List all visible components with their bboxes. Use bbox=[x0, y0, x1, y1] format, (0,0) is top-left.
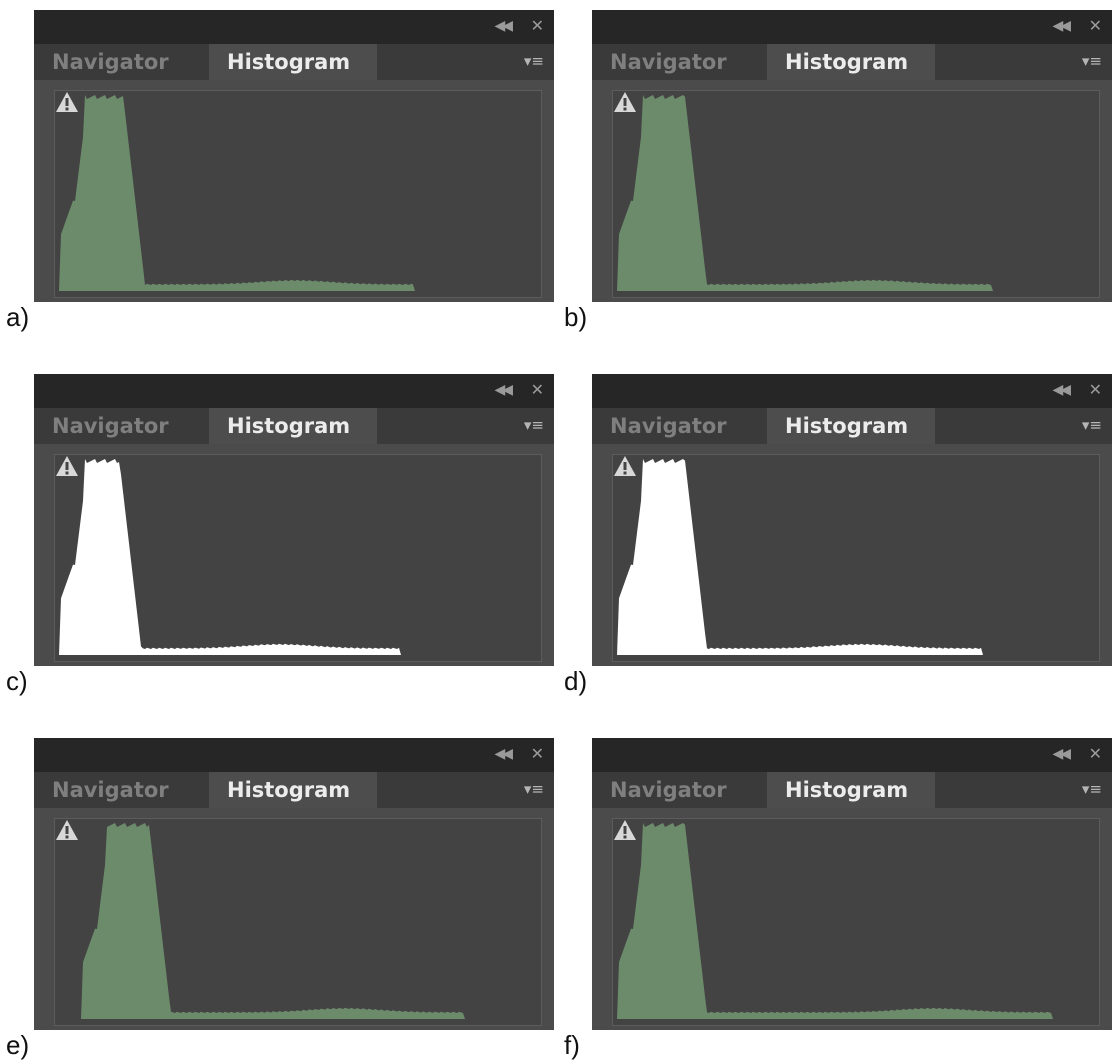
tab-histogram[interactable]: Histogram bbox=[209, 44, 377, 80]
tab-navigator[interactable]: Navigator bbox=[592, 772, 767, 808]
histogram-curve bbox=[613, 95, 1099, 291]
histogram-curve bbox=[55, 459, 541, 655]
histogram-curve bbox=[55, 823, 541, 1019]
panel-menu-icon[interactable]: ▾≡ bbox=[523, 780, 544, 798]
warning-triangle-icon[interactable] bbox=[613, 91, 637, 113]
double-chevron-left-icon[interactable]: ◀◀ bbox=[1052, 746, 1070, 762]
histogram-body bbox=[34, 808, 554, 1030]
tab-histogram[interactable]: Histogram bbox=[767, 772, 935, 808]
histogram-graph bbox=[55, 459, 541, 655]
double-chevron-left-icon[interactable]: ◀◀ bbox=[494, 18, 512, 34]
histogram-display bbox=[54, 454, 542, 662]
panel-titlebar: ◀◀ ✕ bbox=[592, 738, 1112, 772]
histogram-graph bbox=[55, 95, 541, 291]
histogram-panel: ◀◀ ✕ Navigator Histogram ▾≡ bbox=[34, 374, 554, 666]
warning-triangle-icon[interactable] bbox=[55, 819, 79, 841]
panel-titlebar: ◀◀ ✕ bbox=[592, 374, 1112, 408]
histogram-panel: ◀◀ ✕ Navigator Histogram ▾≡ bbox=[592, 10, 1112, 302]
histogram-panel: ◀◀ ✕ Navigator Histogram ▾≡ bbox=[34, 10, 554, 302]
warning-triangle-icon[interactable] bbox=[613, 819, 637, 841]
double-chevron-left-icon[interactable]: ◀◀ bbox=[494, 382, 512, 398]
panel-label: d) bbox=[564, 666, 588, 696]
histogram-body bbox=[592, 444, 1112, 666]
histogram-graph bbox=[613, 95, 1099, 291]
warning-triangle-icon[interactable] bbox=[55, 91, 79, 113]
histogram-graph bbox=[55, 823, 541, 1019]
panel-label: a) bbox=[6, 302, 30, 332]
double-chevron-left-icon[interactable]: ◀◀ bbox=[1052, 18, 1070, 34]
histogram-panel: ◀◀ ✕ Navigator Histogram ▾≡ bbox=[592, 738, 1112, 1030]
histogram-display bbox=[54, 818, 542, 1026]
panel-label: b) bbox=[564, 302, 588, 332]
close-icon[interactable]: ✕ bbox=[530, 380, 544, 399]
histogram-body bbox=[592, 80, 1112, 302]
tab-navigator[interactable]: Navigator bbox=[34, 772, 209, 808]
histogram-display bbox=[612, 818, 1100, 1026]
histogram-display bbox=[612, 454, 1100, 662]
panel-label: c) bbox=[6, 666, 28, 696]
panel-titlebar: ◀◀ ✕ bbox=[592, 10, 1112, 44]
panel-label: f) bbox=[564, 1030, 580, 1060]
warning-triangle-icon[interactable] bbox=[613, 455, 637, 477]
panel-titlebar: ◀◀ ✕ bbox=[34, 10, 554, 44]
tab-histogram[interactable]: Histogram bbox=[209, 772, 377, 808]
tab-navigator[interactable]: Navigator bbox=[592, 44, 767, 80]
panel-menu-icon[interactable]: ▾≡ bbox=[1081, 416, 1102, 434]
panel-tabbar: Navigator Histogram ▾≡ bbox=[592, 44, 1112, 80]
double-chevron-left-icon[interactable]: ◀◀ bbox=[1052, 382, 1070, 398]
panel-tabbar: Navigator Histogram ▾≡ bbox=[34, 408, 554, 444]
panel-menu-icon[interactable]: ▾≡ bbox=[523, 52, 544, 70]
histogram-graph bbox=[613, 823, 1099, 1019]
close-icon[interactable]: ✕ bbox=[530, 16, 544, 35]
panel-tabbar: Navigator Histogram ▾≡ bbox=[592, 408, 1112, 444]
close-icon[interactable]: ✕ bbox=[1088, 16, 1102, 35]
tab-histogram[interactable]: Histogram bbox=[767, 44, 935, 80]
panel-tabbar: Navigator Histogram ▾≡ bbox=[34, 44, 554, 80]
warning-triangle-icon[interactable] bbox=[55, 455, 79, 477]
panel-menu-icon[interactable]: ▾≡ bbox=[1081, 780, 1102, 798]
panel-tabbar: Navigator Histogram ▾≡ bbox=[34, 772, 554, 808]
histogram-body bbox=[34, 80, 554, 302]
close-icon[interactable]: ✕ bbox=[530, 744, 544, 763]
histogram-curve bbox=[613, 823, 1099, 1019]
histogram-curve bbox=[613, 459, 1099, 655]
histogram-panel: ◀◀ ✕ Navigator Histogram ▾≡ bbox=[592, 374, 1112, 666]
panel-label: e) bbox=[6, 1030, 30, 1060]
panel-tabbar: Navigator Histogram ▾≡ bbox=[592, 772, 1112, 808]
panel-menu-icon[interactable]: ▾≡ bbox=[1081, 52, 1102, 70]
histogram-panel: ◀◀ ✕ Navigator Histogram ▾≡ bbox=[34, 738, 554, 1030]
panel-titlebar: ◀◀ ✕ bbox=[34, 374, 554, 408]
histogram-body bbox=[34, 444, 554, 666]
tab-navigator[interactable]: Navigator bbox=[34, 408, 209, 444]
close-icon[interactable]: ✕ bbox=[1088, 380, 1102, 399]
histogram-graph bbox=[613, 459, 1099, 655]
tab-histogram[interactable]: Histogram bbox=[767, 408, 935, 444]
double-chevron-left-icon[interactable]: ◀◀ bbox=[494, 746, 512, 762]
tab-navigator[interactable]: Navigator bbox=[592, 408, 767, 444]
panel-menu-icon[interactable]: ▾≡ bbox=[523, 416, 544, 434]
histogram-curve bbox=[55, 95, 541, 291]
panel-titlebar: ◀◀ ✕ bbox=[34, 738, 554, 772]
histogram-display bbox=[54, 90, 542, 298]
histogram-body bbox=[592, 808, 1112, 1030]
histogram-display bbox=[612, 90, 1100, 298]
close-icon[interactable]: ✕ bbox=[1088, 744, 1102, 763]
tab-navigator[interactable]: Navigator bbox=[34, 44, 209, 80]
tab-histogram[interactable]: Histogram bbox=[209, 408, 377, 444]
